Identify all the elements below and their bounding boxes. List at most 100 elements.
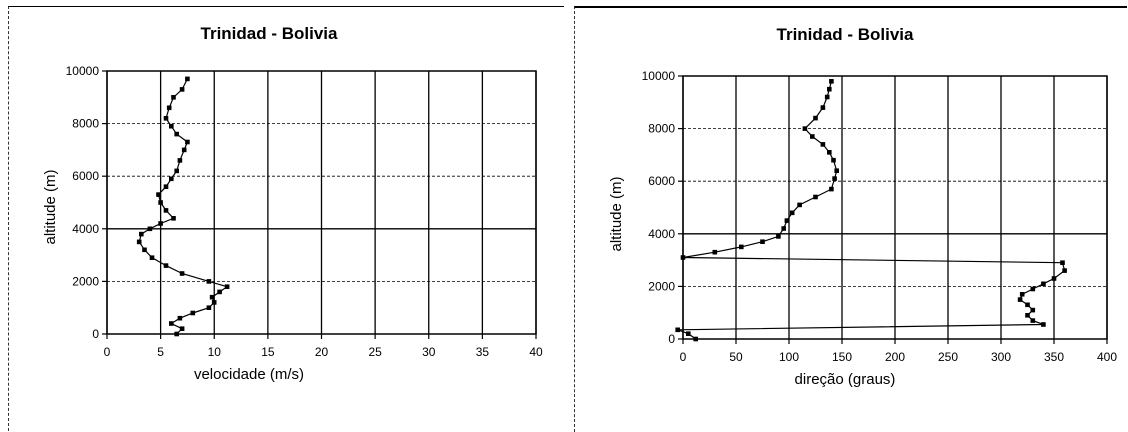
- data-point: [139, 231, 144, 237]
- data-point: [739, 244, 744, 250]
- x-tick-label: 50: [729, 350, 743, 364]
- data-point: [1030, 318, 1036, 323]
- data-point: [171, 216, 176, 221]
- data-point: [177, 315, 183, 321]
- data-point: [784, 218, 790, 223]
- chart-panel-direction: Trinidad - Bolivia direção (graus) altit…: [574, 6, 1127, 432]
- x-tick-label: 200: [885, 350, 905, 364]
- x-tick-label: 300: [991, 350, 1011, 364]
- data-point: [163, 208, 169, 213]
- data-point: [185, 76, 190, 82]
- y-axis-label: altitude (m): [42, 169, 59, 244]
- data-point: [181, 147, 187, 153]
- data-point: [179, 326, 185, 331]
- x-tick-label: 20: [315, 345, 329, 359]
- x-tick-label: 250: [938, 350, 958, 364]
- x-tick-label: 350: [1044, 350, 1064, 364]
- data-point: [169, 176, 174, 182]
- x-tick-label: 40: [529, 345, 543, 359]
- x-tick-label: 150: [832, 350, 852, 364]
- data-point: [829, 186, 834, 192]
- data-point: [156, 192, 161, 197]
- data-point: [813, 194, 818, 200]
- y-tick-label: 2000: [648, 279, 675, 293]
- y-tick-label: 8000: [648, 122, 675, 136]
- x-tick-label: 0: [680, 350, 687, 364]
- data-point: [209, 294, 215, 300]
- plot-frame: [106, 70, 537, 335]
- data-point: [693, 336, 698, 342]
- y-tick-label: 0: [668, 332, 675, 346]
- y-tick-label: 10000: [642, 69, 676, 83]
- data-point: [781, 226, 786, 231]
- data-point: [810, 134, 815, 139]
- data-point: [776, 234, 781, 239]
- data-point: [1019, 292, 1025, 297]
- data-point: [174, 168, 179, 174]
- data-point: [163, 116, 169, 121]
- data-point: [824, 94, 830, 100]
- chart-panel-velocity: Trinidad - Bolivia velocidade (m/s) alti…: [8, 6, 564, 431]
- data-point: [149, 255, 155, 260]
- data-point: [224, 284, 230, 289]
- data-point: [1060, 260, 1065, 265]
- x-tick-label: 15: [261, 345, 275, 359]
- data-point: [1041, 281, 1046, 287]
- data-point: [1041, 322, 1046, 327]
- data-point: [820, 142, 826, 147]
- y-tick-label: 8000: [72, 117, 99, 131]
- data-point: [1025, 313, 1030, 318]
- data-point: [827, 86, 832, 92]
- data-point: [158, 200, 163, 205]
- data-point: [1025, 302, 1030, 308]
- x-tick-label: 400: [1097, 350, 1117, 364]
- y-tick-label: 0: [92, 327, 99, 341]
- data-point: [174, 131, 179, 137]
- data-point: [760, 239, 765, 244]
- data-point: [169, 123, 174, 129]
- x-tick-label: 30: [422, 345, 436, 359]
- data-point: [834, 168, 839, 173]
- chart-title: Trinidad - Bolivia: [777, 25, 915, 44]
- data-point: [1062, 268, 1067, 273]
- data-point: [832, 176, 837, 181]
- y-tick-label: 6000: [72, 169, 99, 183]
- data-point: [174, 331, 179, 337]
- data-point: [177, 158, 183, 163]
- y-tick-label: 6000: [648, 174, 675, 188]
- data-point: [217, 289, 222, 295]
- data-point: [206, 279, 212, 284]
- data-point: [163, 263, 169, 268]
- data-point: [1017, 297, 1023, 302]
- y-tick-label: 4000: [648, 227, 675, 241]
- data-point: [171, 95, 176, 100]
- y-tick-label: 2000: [72, 274, 99, 288]
- x-tick-label: 5: [157, 345, 164, 359]
- data-point: [142, 247, 147, 253]
- data-point: [712, 249, 718, 255]
- data-point: [1030, 307, 1036, 313]
- data-point: [675, 327, 680, 333]
- data-point: [147, 226, 153, 232]
- data-point: [179, 87, 185, 92]
- data-point: [190, 310, 196, 316]
- x-tick-label: 0: [104, 345, 111, 359]
- data-point: [169, 321, 174, 326]
- data-point: [206, 305, 212, 310]
- x-axis-label: velocidade (m/s): [194, 366, 304, 383]
- chart-title: Trinidad - Bolivia: [201, 24, 339, 43]
- x-tick-label: 100: [779, 350, 799, 364]
- data-point: [789, 210, 795, 216]
- plot-frame: [682, 75, 1108, 340]
- data-point: [831, 157, 836, 163]
- x-axis-label: direção (graus): [795, 371, 896, 388]
- velocity-chart: Trinidad - Bolivia velocidade (m/s) alti…: [42, 24, 543, 383]
- y-tick-label: 4000: [72, 222, 99, 236]
- data-point: [820, 105, 826, 110]
- data-point: [1030, 286, 1036, 292]
- direction-chart: Trinidad - Bolivia direção (graus) altit…: [608, 25, 1117, 388]
- data-point: [158, 221, 163, 226]
- data-point: [802, 126, 808, 131]
- data-point: [1051, 276, 1057, 281]
- x-tick-label: 35: [476, 345, 490, 359]
